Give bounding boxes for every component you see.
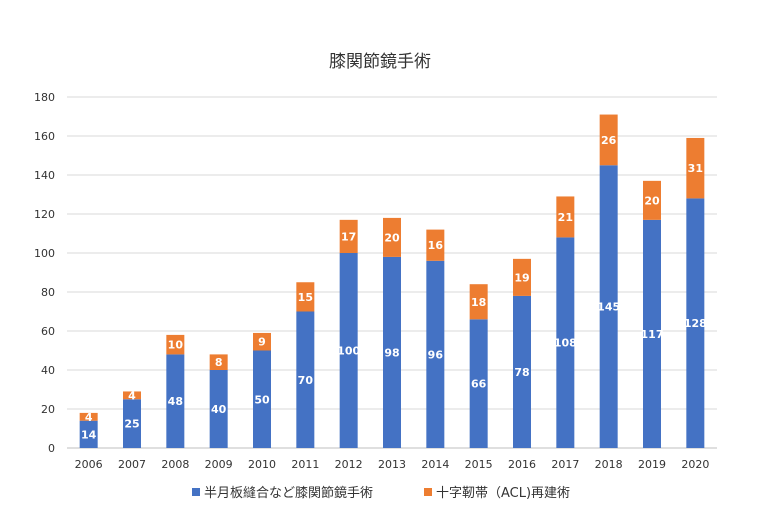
bar-meniscus xyxy=(383,256,401,448)
y-tick-label: 20 xyxy=(41,403,55,416)
bar-meniscus xyxy=(686,198,705,448)
data-label: 9 xyxy=(258,336,266,349)
data-label: 66 xyxy=(471,378,487,391)
x-tick-label: 2018 xyxy=(595,458,623,471)
bar-acl xyxy=(339,219,358,253)
legend: 半月板縫合など膝関節鏡手術 十字靭帯（ACL)再建術 xyxy=(192,486,570,501)
bar-meniscus xyxy=(643,219,661,448)
legend-label: 半月板縫合など膝関節鏡手術 xyxy=(204,486,373,501)
x-axis: 2006 2007 2008 2009 2010 2011 2012 2013 2014 2015… xyxy=(75,458,710,471)
data-label: 108 xyxy=(554,337,577,350)
x-tick-label: 2011 xyxy=(291,458,319,471)
chart-title: 膝関節鏡手術 xyxy=(329,52,431,72)
data-label: 78 xyxy=(514,366,529,379)
bar-acl xyxy=(253,332,271,351)
bar-acl xyxy=(643,180,661,220)
bar-acl xyxy=(599,114,618,166)
y-tick-label: 160 xyxy=(34,130,55,143)
data-label: 50 xyxy=(254,393,270,406)
x-tick-label: 2007 xyxy=(118,458,146,471)
data-label: 25 xyxy=(124,418,139,431)
x-tick-label: 2006 xyxy=(75,458,103,471)
bar-meniscus xyxy=(469,319,488,448)
data-label: 40 xyxy=(211,403,227,416)
data-label: 21 xyxy=(558,211,573,224)
bar-meniscus xyxy=(513,295,531,448)
bar-meniscus xyxy=(339,253,358,448)
data-label: 10 xyxy=(168,339,184,352)
bar-meniscus xyxy=(296,311,315,448)
x-tick-label: 2013 xyxy=(378,458,406,471)
bar-acl xyxy=(469,284,488,320)
data-label: 20 xyxy=(644,194,660,207)
x-tick-label: 2012 xyxy=(335,458,363,471)
bar-acl xyxy=(686,137,705,199)
data-label: 100 xyxy=(337,345,360,358)
x-tick-label: 2008 xyxy=(161,458,189,471)
bar-meniscus xyxy=(123,399,141,448)
legend-swatch xyxy=(192,488,200,496)
data-label: 117 xyxy=(641,328,664,341)
x-tick-label: 2016 xyxy=(508,458,536,471)
bar-acl xyxy=(513,258,531,296)
data-label: 128 xyxy=(684,317,707,330)
bar-acl xyxy=(556,196,575,238)
x-tick-label: 2009 xyxy=(205,458,233,471)
bar-acl xyxy=(383,217,401,257)
y-tick-label: 60 xyxy=(41,325,55,338)
bars: 14 4 25 4 48 10 40 8 50 9 70 15 100 17 98 20 96 16 66 18 78 1… xyxy=(79,114,707,448)
y-tick-label: 140 xyxy=(34,169,55,182)
x-tick-label: 2015 xyxy=(465,458,493,471)
bar-meniscus xyxy=(556,237,575,448)
data-label: 17 xyxy=(341,230,356,243)
y-tick-label: 80 xyxy=(41,286,55,299)
data-label: 70 xyxy=(298,374,314,387)
bar-meniscus xyxy=(79,420,98,448)
x-tick-label: 2017 xyxy=(551,458,579,471)
x-tick-label: 2014 xyxy=(421,458,449,471)
x-tick-label: 2010 xyxy=(248,458,276,471)
data-label: 98 xyxy=(384,346,399,359)
x-tick-label: 2020 xyxy=(681,458,709,471)
bar-meniscus xyxy=(426,260,445,448)
data-label: 4 xyxy=(85,411,93,424)
bar-acl xyxy=(209,354,228,370)
legend-label: 十字靭帯（ACL)再建術 xyxy=(436,486,570,501)
data-label: 26 xyxy=(601,134,617,147)
bar-meniscus xyxy=(209,370,228,448)
bar-acl xyxy=(426,229,445,261)
bar-meniscus xyxy=(253,350,271,448)
data-label: 8 xyxy=(215,356,223,369)
data-label: 20 xyxy=(384,231,400,244)
bar-acl xyxy=(79,412,98,421)
data-label: 18 xyxy=(471,296,486,309)
y-tick-label: 120 xyxy=(34,208,55,221)
bar-acl xyxy=(296,282,315,312)
bar-acl xyxy=(166,334,185,355)
data-label: 4 xyxy=(128,389,136,402)
legend-swatch xyxy=(424,488,432,496)
data-label: 48 xyxy=(168,395,183,408)
bar-meniscus xyxy=(166,354,185,448)
data-label: 16 xyxy=(428,239,444,252)
data-label: 96 xyxy=(428,348,444,361)
y-tick-label: 180 xyxy=(34,91,55,104)
data-label: 14 xyxy=(81,428,97,441)
x-tick-label: 2019 xyxy=(638,458,666,471)
bar-acl xyxy=(123,391,141,400)
data-label: 15 xyxy=(298,291,313,304)
y-tick-label: 0 xyxy=(48,442,55,455)
data-label: 31 xyxy=(688,162,703,175)
y-tick-label: 40 xyxy=(41,364,55,377)
bar-meniscus xyxy=(599,165,618,448)
data-label: 19 xyxy=(514,271,529,284)
data-label: 145 xyxy=(597,301,620,314)
y-tick-label: 100 xyxy=(34,247,55,260)
y-axis: 0 20 40 60 80 100 120 140 160 180 xyxy=(34,91,55,455)
